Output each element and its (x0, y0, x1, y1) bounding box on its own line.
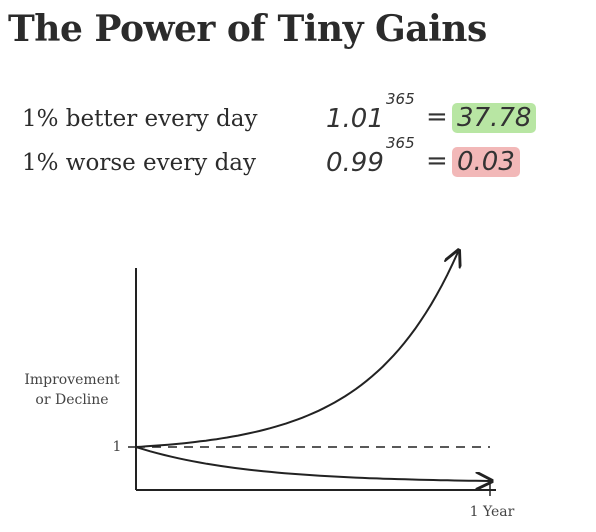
better-label: 1% better every day (22, 106, 258, 132)
worse-result-badge: 0.03 (452, 147, 520, 177)
better-base: 1.01 (326, 104, 384, 134)
better-result-badge: 37.78 (452, 103, 537, 133)
worse-equals: = (426, 146, 448, 176)
page-title: The Power of Tiny Gains (8, 8, 487, 50)
worse-exponent: 365 (386, 134, 415, 152)
x-tick-label: 1 Year (469, 504, 515, 520)
better-equals: = (426, 102, 448, 132)
better-exponent: 365 (386, 90, 415, 108)
y-axis-label-line1: Improvement (24, 372, 120, 388)
improvement-curve (135, 252, 458, 448)
y-axis-label-line2: or Decline (35, 392, 109, 408)
worse-base: 0.99 (326, 148, 384, 178)
decline-curve (135, 446, 490, 481)
worse-row: 1% worse every day (22, 150, 256, 176)
y-tick-label: 1 (112, 439, 122, 455)
y-axis-label: Improvement or Decline (12, 370, 132, 410)
better-row: 1% better every day (22, 106, 257, 132)
worse-label: 1% worse every day (22, 150, 256, 176)
